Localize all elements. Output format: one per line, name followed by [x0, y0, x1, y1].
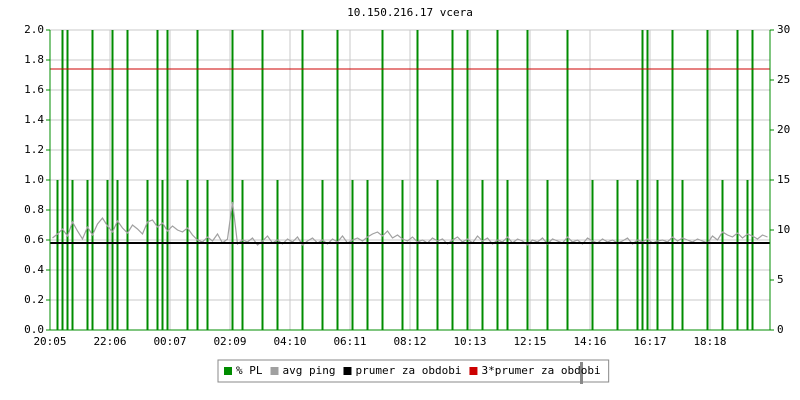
y2-tick-label: 25: [777, 73, 790, 86]
x-tick-label: 06:11: [333, 335, 366, 348]
y2-tick-label: 5: [777, 273, 784, 286]
legend-label: 3*prumer za obdobi: [481, 364, 600, 377]
legend-swatch: [469, 367, 478, 375]
legend: % PL avg ping prumer za obdobi 3*prumer za …: [217, 359, 610, 384]
legend-swatch: [270, 367, 279, 375]
x-tick-label: 22:06: [93, 335, 126, 348]
y-tick-label: 1.6: [24, 83, 44, 96]
chart-title: 10.150.216.17 vcera: [347, 6, 473, 19]
y2-tick-label: 30: [777, 23, 790, 36]
y-tick-label: 1.4: [24, 113, 44, 126]
y-tick-label: 2.0: [24, 23, 44, 36]
y-tick-label: 1.0: [24, 173, 44, 186]
legend-label: prumer za obdobi: [355, 364, 461, 377]
x-tick-label: 00:07: [153, 335, 186, 348]
y2-tick-label: 20: [777, 123, 790, 136]
legend-swatch: [224, 367, 232, 375]
y-tick-label: 1.2: [24, 143, 44, 156]
x-tick-label: 14:16: [573, 335, 606, 348]
y2-tick-label: 10: [777, 223, 790, 236]
x-tick-label: 16:17: [633, 335, 666, 348]
y-tick-label: 0.4: [24, 263, 44, 276]
x-tick-label: 10:13: [453, 335, 486, 348]
x-tick-label: 18:18: [693, 335, 726, 348]
x-tick-label: 20:05: [33, 335, 66, 348]
y2-tick-label: 15: [777, 173, 790, 186]
x-tick-label: 02:09: [213, 335, 246, 348]
y-tick-label: 0.0: [24, 323, 44, 336]
x-tick-label: 04:10: [273, 335, 306, 348]
x-tick-label: 12:15: [513, 335, 546, 348]
legend-shadow: [580, 362, 583, 384]
legend-swatch: [343, 367, 352, 375]
ping-line: [52, 201, 768, 246]
legend-label: avg ping: [283, 364, 336, 377]
y-tick-label: 0.2: [24, 293, 44, 306]
y-tick-label: 0.6: [24, 233, 44, 246]
y-tick-label: 0.8: [24, 203, 44, 216]
y2-tick-label: 0: [777, 323, 784, 336]
legend-label: % PL: [236, 364, 263, 377]
y-tick-label: 1.8: [24, 53, 44, 66]
legend-box: [217, 359, 610, 383]
x-tick-label: 08:12: [393, 335, 426, 348]
